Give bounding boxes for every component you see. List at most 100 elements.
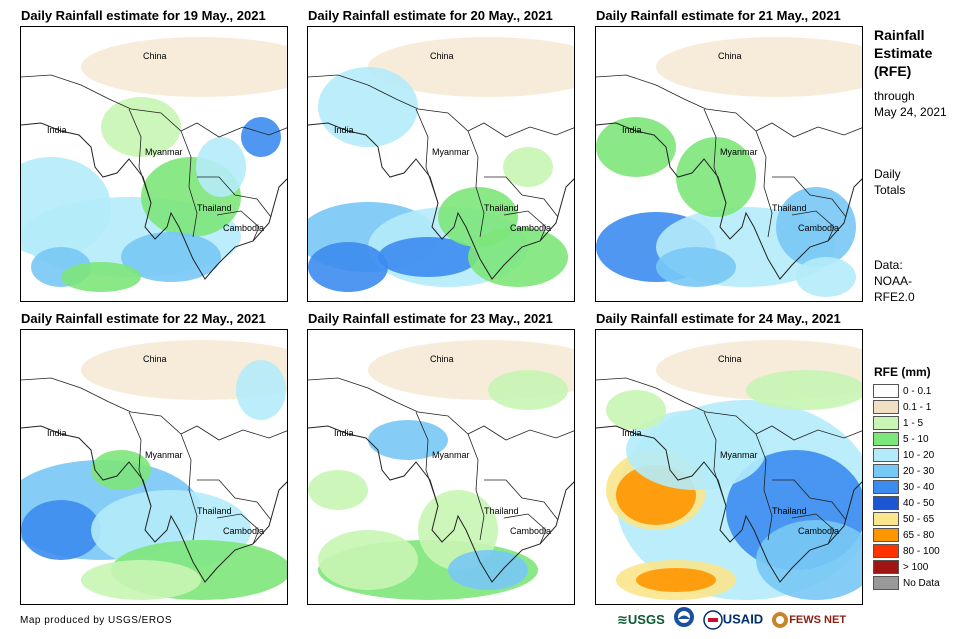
legend-swatch xyxy=(873,512,899,526)
rainfall-area xyxy=(61,262,141,292)
country-label-myanmar: Myanmar xyxy=(720,147,758,157)
rainfall-area xyxy=(368,420,448,460)
legend-item: 20 - 30 xyxy=(873,463,940,479)
rainfall-area xyxy=(676,137,756,217)
sidebar-title-line: Estimate xyxy=(874,45,933,61)
country-label-india: India xyxy=(334,125,354,135)
rainfall-area xyxy=(606,390,666,430)
noaa-logo xyxy=(673,606,695,633)
rainfall-area xyxy=(308,242,388,292)
rainfall-area xyxy=(101,97,181,157)
country-label-india: India xyxy=(622,428,642,438)
coastline xyxy=(596,425,862,583)
legend: 0 - 0.1 0.1 - 1 1 - 5 5 - 10 10 - 20 20 - 30 3… xyxy=(873,383,940,591)
country-label-myanmar: Myanmar xyxy=(720,450,758,460)
country-border xyxy=(772,176,847,218)
rainfall-area xyxy=(626,410,766,490)
country-border xyxy=(467,433,485,541)
legend-item: 0.1 - 1 xyxy=(873,399,940,415)
rainfall-area xyxy=(448,550,528,590)
legend-label: 80 - 100 xyxy=(903,545,940,557)
data-source: Data: NOAA- RFE2.0 xyxy=(874,257,915,305)
country-border xyxy=(216,210,260,242)
daily-totals: Daily Totals xyxy=(874,166,905,198)
legend-swatch xyxy=(873,560,899,574)
light-rain-area xyxy=(656,37,862,97)
country-border xyxy=(21,74,287,138)
country-label-china: China xyxy=(430,354,454,364)
map-credit: Map produced by USGS/EROS xyxy=(20,615,173,626)
country-label-cambodia: Cambodia xyxy=(223,526,265,536)
country-label-cambodia: Cambodia xyxy=(510,526,552,536)
legend-item: 10 - 20 xyxy=(873,447,940,463)
legend-swatch xyxy=(873,464,899,478)
country-border xyxy=(415,411,439,507)
country-border xyxy=(128,108,152,204)
legend-label: 65 - 80 xyxy=(903,529,935,541)
legend-item: 0 - 0.1 xyxy=(873,383,940,399)
rainfall-area xyxy=(596,117,676,177)
legend-item: 80 - 100 xyxy=(873,543,940,559)
end-date: May 24, 2021 xyxy=(874,105,947,119)
light-rain-area xyxy=(81,340,287,400)
legend-item: 50 - 65 xyxy=(873,511,940,527)
country-border xyxy=(503,210,547,242)
fews-logo: FEWS NET xyxy=(771,611,846,629)
legend-swatch xyxy=(873,480,899,494)
rainfall-area xyxy=(796,257,856,297)
sidebar-title-line: (RFE) xyxy=(874,63,912,79)
data-label: Data: xyxy=(874,258,903,272)
legend-label: 1 - 5 xyxy=(903,417,924,429)
map-canvas xyxy=(21,330,287,604)
rainfall-area xyxy=(196,137,246,197)
coastline xyxy=(308,425,574,583)
totals-label: Totals xyxy=(874,183,906,197)
legend-item: 65 - 80 xyxy=(873,527,940,543)
country-label-thailand: Thailand xyxy=(772,506,807,516)
country-label-myanmar: Myanmar xyxy=(145,147,183,157)
country-border xyxy=(216,513,260,545)
country-label-china: China xyxy=(718,354,742,364)
legend-label: > 100 xyxy=(903,561,929,573)
country-border xyxy=(703,411,727,507)
legend-item: 5 - 10 xyxy=(873,431,940,447)
rainfall-area xyxy=(656,247,736,287)
legend-swatch xyxy=(873,576,899,590)
rainfall-map-24-may: China India Myanmar Thailand Cambodia xyxy=(595,329,863,605)
country-label-india: India xyxy=(622,125,642,135)
coastline xyxy=(308,122,574,280)
rainfall-area xyxy=(488,370,568,410)
map-canvas xyxy=(21,27,287,301)
rainfall-area xyxy=(746,370,862,410)
legend-label: 20 - 30 xyxy=(903,465,935,477)
country-border xyxy=(503,513,547,545)
panel-title-3: Daily Rainfall estimate for 21 May., 202… xyxy=(596,8,841,23)
legend-item: 40 - 50 xyxy=(873,495,940,511)
rainfall-area xyxy=(91,450,151,490)
country-label-india: India xyxy=(334,428,354,438)
sidebar-title-line: Rainfall xyxy=(874,27,925,43)
legend-label: 40 - 50 xyxy=(903,497,935,509)
rainfall-area xyxy=(438,187,518,247)
rainfall-area xyxy=(121,232,221,282)
usaid-logo-text: USAID xyxy=(722,610,764,626)
country-label-cambodia: Cambodia xyxy=(798,223,840,233)
rainfall-area xyxy=(503,147,553,187)
data-source-line: RFE2.0 xyxy=(874,290,915,304)
rainfall-area xyxy=(418,490,498,570)
rainfall-map-20-may: China India Myanmar Thailand Cambodia xyxy=(307,26,575,302)
rainfall-area xyxy=(318,530,418,590)
through-date: through May 24, 2021 xyxy=(874,88,947,120)
map-canvas xyxy=(596,27,862,301)
legend-swatch xyxy=(873,384,899,398)
panel-title-6: Daily Rainfall estimate for 24 May., 202… xyxy=(596,311,841,326)
country-label-thailand: Thailand xyxy=(772,203,807,213)
country-border xyxy=(596,74,862,138)
daily-label: Daily xyxy=(874,167,901,181)
panel-title-5: Daily Rainfall estimate for 23 May., 202… xyxy=(308,311,553,326)
legend-swatch xyxy=(873,528,899,542)
country-border xyxy=(484,176,559,218)
legend-item: 30 - 40 xyxy=(873,479,940,495)
country-label-myanmar: Myanmar xyxy=(145,450,183,460)
rainfall-area xyxy=(81,560,201,600)
